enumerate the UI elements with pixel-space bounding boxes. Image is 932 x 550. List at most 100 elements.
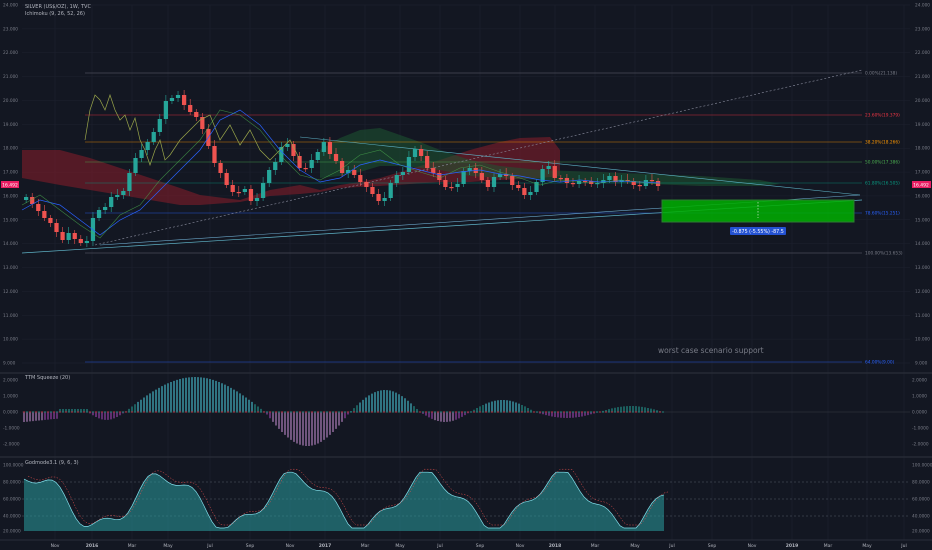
symbol-title[interactable]: SILVER (US$/OZ), 1W, TVC [25, 4, 91, 10]
candle-body [236, 192, 241, 194]
candle-body [109, 197, 114, 207]
ttm-dot [101, 411, 103, 413]
candle-body [376, 194, 381, 201]
ttm-dot [326, 411, 328, 413]
ttm-dot [191, 411, 193, 413]
candle-body [425, 156, 430, 168]
ttm-dot [365, 411, 367, 413]
ttm-dot [23, 411, 25, 413]
candle-body [631, 181, 636, 185]
ttm-dot [305, 411, 307, 413]
ttm-dot [527, 411, 529, 413]
price-label: 20.000 [915, 98, 930, 104]
ttm-dot [617, 411, 619, 413]
trendline-dotted[interactable] [94, 69, 863, 246]
price-label: 22.000 [915, 50, 930, 56]
candle-body [48, 218, 53, 223]
candle-body [431, 168, 436, 173]
ttm-dot [560, 411, 562, 413]
ttm-dot [47, 411, 49, 413]
time-label: 2019 [786, 543, 799, 549]
ttm-dot [608, 411, 610, 413]
ttm-dot [479, 411, 481, 413]
ttm-dot [56, 411, 58, 413]
ichimoku-title[interactable]: Ichimoku (9, 26, 52, 26) [25, 11, 85, 17]
ttm-dot [566, 411, 568, 413]
ttm-dot [164, 411, 166, 413]
ttm-title[interactable]: TTM Squeeze (20) [25, 375, 71, 381]
ttm-dot [299, 411, 301, 413]
time-label: 2017 [319, 543, 332, 549]
ttm-dot [323, 411, 325, 413]
candle-body [291, 144, 296, 156]
ttm-dot [248, 411, 250, 413]
price-label: 23.000 [3, 26, 18, 32]
ttm-dot [344, 411, 346, 413]
candle-body [534, 182, 539, 192]
ttm-dot [218, 411, 220, 413]
ttm-dot [536, 411, 538, 413]
candle-body [230, 185, 235, 192]
ttm-dot [530, 411, 532, 413]
ttm-axis-label: 1.0000 [912, 394, 927, 400]
price-label: 19.000 [3, 122, 18, 128]
ttm-dot [653, 411, 655, 413]
ttm-axis-label: 1.0000 [3, 394, 18, 400]
price-label: 18.000 [3, 146, 18, 152]
candle-body [297, 156, 302, 168]
candle-body [558, 178, 563, 180]
ttm-dot [281, 411, 283, 413]
ttm-dot [173, 411, 175, 413]
time-label: Mar [824, 543, 833, 549]
candle-body [54, 223, 59, 232]
price-label: 19.000 [915, 122, 930, 128]
ttm-dot [62, 411, 64, 413]
ttm-dot [515, 411, 517, 413]
candle-body [248, 189, 254, 201]
price-label: 21.000 [3, 74, 18, 80]
time-label: Nov [516, 543, 525, 549]
ttm-dot [473, 411, 475, 413]
candle-body [212, 146, 217, 163]
candle-body [382, 198, 387, 201]
ttm-axis-label: 2.0000 [912, 378, 927, 384]
price-label: 24.000 [3, 3, 18, 9]
ttm-dot [38, 411, 40, 413]
candle-body [188, 105, 193, 112]
ttm-dot [302, 411, 304, 413]
price-label: 17.000 [915, 170, 930, 176]
ttm-dot [137, 411, 139, 413]
ttm-dot [581, 411, 583, 413]
godmode-axis-label: 60.0000 [3, 497, 21, 503]
ttm-dot [53, 411, 55, 413]
measure-label-box [730, 227, 786, 235]
ttm-dot [98, 411, 100, 413]
ttm-dot [71, 411, 73, 413]
ttm-dot [119, 411, 121, 413]
ttm-dot [662, 411, 664, 413]
ttm-dot [92, 411, 94, 413]
ttm-dot [170, 411, 172, 413]
ttm-dot [386, 411, 388, 413]
ttm-dot [80, 411, 82, 413]
ttm-dot [494, 411, 496, 413]
price-label: 9.000 [3, 361, 16, 367]
time-label: 2018 [549, 543, 562, 549]
ttm-dot [389, 411, 391, 413]
time-label: Jul [900, 543, 906, 549]
candle-body [267, 170, 272, 183]
ttm-dot [632, 411, 634, 413]
price-axis-right: 24.000 23.000 22.000 21.000 20.000 19.000 18.0… [915, 3, 930, 367]
godmode-title[interactable]: Godmode3.1 (9, 6, 3) [25, 460, 79, 466]
candle-body [260, 183, 266, 198]
ttm-dot [467, 411, 469, 413]
ttm-dot [578, 411, 580, 413]
price-label: 18.000 [915, 146, 930, 152]
ttm-dot [329, 411, 331, 413]
ttm-dot [335, 411, 337, 413]
candle-body [315, 152, 320, 160]
candle-body [546, 166, 551, 169]
candle-body [649, 180, 655, 182]
trendline-upper[interactable] [299, 136, 861, 196]
